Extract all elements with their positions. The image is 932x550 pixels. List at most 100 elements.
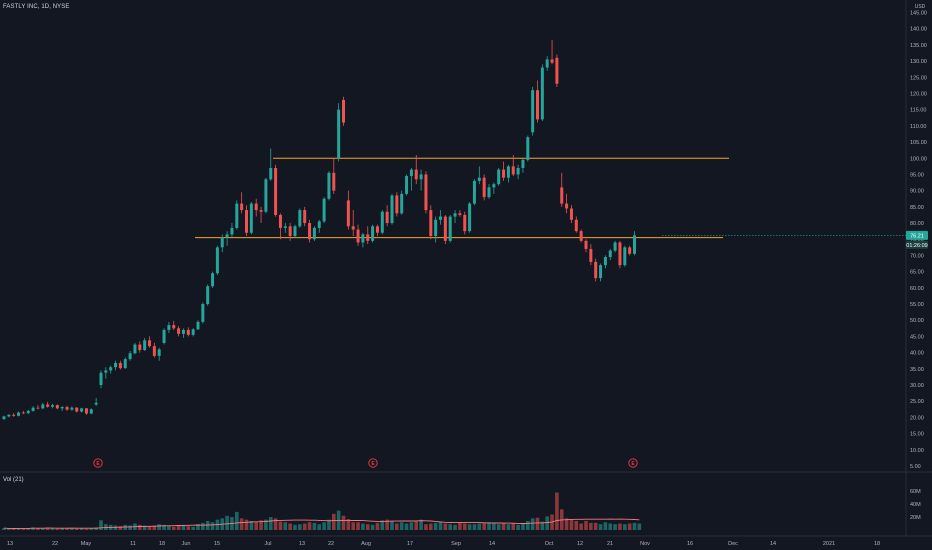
candle-body	[172, 325, 176, 329]
time-tick-label: 21	[607, 541, 613, 547]
volume-bar	[162, 524, 166, 530]
price-tick-label: 70.00	[910, 253, 924, 259]
volume-bar	[375, 522, 380, 530]
volume-bar	[492, 523, 496, 530]
candle-body	[12, 414, 16, 416]
volume-bar	[511, 523, 516, 530]
candle-body	[346, 200, 350, 227]
price-tick-label: 50.00	[910, 318, 924, 324]
time-tick-label: 13	[7, 541, 13, 547]
volume-bar	[31, 527, 35, 530]
volume-bar	[574, 520, 579, 530]
candle-body	[414, 169, 418, 180]
volume-bar	[424, 524, 428, 530]
candle-body	[99, 372, 103, 386]
volume-bar	[142, 525, 147, 530]
candle-body	[55, 405, 59, 409]
candle-body	[419, 174, 423, 180]
volume-bar	[526, 520, 530, 530]
price-tick-label: 130.00	[910, 59, 927, 65]
volume-bar	[128, 525, 132, 530]
volume-bar	[516, 524, 520, 530]
volume-bar	[167, 526, 171, 530]
candle-body	[167, 325, 171, 330]
price-tick-label: 145.00	[910, 10, 927, 16]
candle-body	[424, 174, 428, 211]
volume-bar	[84, 528, 89, 530]
volume-bar	[36, 528, 40, 530]
candle-body	[152, 346, 156, 356]
candle-body	[574, 219, 578, 232]
candle-body	[545, 59, 549, 68]
candle-body	[569, 208, 573, 220]
volume-bar	[385, 519, 389, 530]
volume-tick-label: 20M	[910, 515, 921, 521]
candle-body	[201, 304, 205, 322]
price-tick-label: 75.00	[910, 237, 924, 243]
candle-body	[608, 250, 612, 258]
volume-bar	[181, 524, 186, 530]
volume-bar	[225, 515, 229, 530]
candle-body	[375, 226, 379, 233]
candle-body	[516, 167, 520, 175]
candle-body	[75, 407, 79, 412]
candle-body	[283, 226, 287, 228]
time-tick-label: 15	[214, 541, 220, 547]
candle-body	[550, 59, 554, 63]
volume-bar	[356, 522, 360, 530]
volume-bars	[2, 492, 642, 530]
candle-body	[288, 226, 292, 236]
symbol-legend[interactable]: FASTLY INC, 1D, NYSE	[3, 4, 70, 10]
volume-bar	[74, 528, 79, 530]
candle-body	[303, 210, 307, 224]
volume-bar	[55, 528, 60, 530]
time-axis[interactable]: 13 22 May 11 18 Jun 15 Jul 13 22 Aug 17 Sep 14 Oct 12 21…	[7, 541, 880, 547]
volume-bar	[16, 528, 21, 530]
price-axis[interactable]: 145.00 140.00 135.00 130.00 125.00 120.00 115.…	[910, 10, 927, 470]
time-tick-label: 11	[130, 541, 136, 547]
volume-bar	[361, 523, 365, 530]
volume-bar	[118, 526, 123, 530]
volume-bar	[618, 523, 622, 530]
volume-bar	[632, 522, 637, 530]
candle-body	[308, 223, 312, 240]
candle-body	[560, 187, 564, 204]
volume-bar	[482, 522, 486, 530]
candle-body	[492, 184, 496, 188]
earnings-marker-circle	[368, 458, 378, 468]
volume-bar	[458, 522, 462, 530]
candle-body	[579, 231, 583, 241]
candle-body	[162, 329, 166, 343]
price-tick-label: 45.00	[910, 334, 924, 340]
volume-bar	[201, 522, 205, 530]
candle-body	[497, 169, 501, 185]
candle-body	[211, 273, 215, 287]
candle-body	[390, 195, 394, 224]
candle-body	[191, 329, 195, 335]
volume-legend[interactable]: Vol (21)	[3, 477, 24, 483]
candle-body	[133, 344, 137, 354]
time-tick-label: May	[81, 541, 92, 547]
volume-bar	[487, 522, 491, 530]
volume-bar	[60, 528, 64, 530]
volume-bar	[205, 520, 210, 530]
candle-body	[618, 242, 622, 266]
candle-body	[531, 90, 535, 133]
price-tick-label: 40.00	[910, 351, 924, 357]
candle-body	[123, 359, 127, 369]
candle-body	[589, 248, 593, 262]
price-tick-label: 110.00	[910, 124, 926, 130]
last-price-badge	[906, 230, 928, 240]
candle-body	[31, 407, 35, 411]
candle-body	[274, 167, 278, 215]
candle-body	[487, 187, 491, 198]
currency-label[interactable]: USD	[914, 4, 926, 10]
volume-bar	[249, 520, 254, 530]
volume-bar	[545, 516, 549, 530]
candle-body	[240, 203, 244, 211]
time-tick-label: Jun	[182, 541, 191, 547]
volume-bar	[535, 517, 540, 530]
time-tick-label: 13	[299, 541, 305, 547]
